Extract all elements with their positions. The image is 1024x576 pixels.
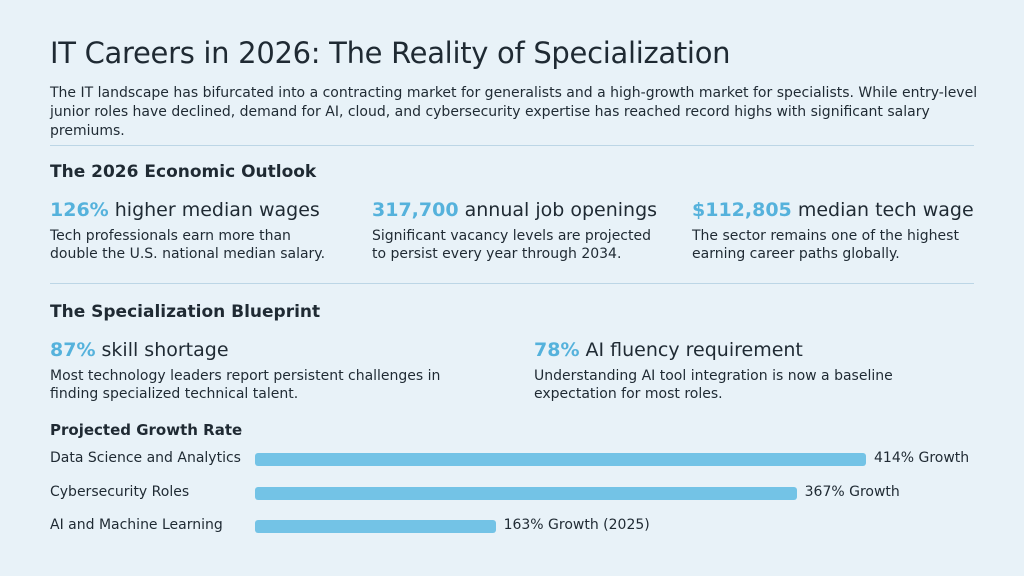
stat-headline: 317,700 annual job openings bbox=[372, 199, 657, 221]
stat-label: skill shortage bbox=[101, 339, 229, 361]
stat-headline: 87% skill shortage bbox=[50, 339, 229, 361]
stat-description: The sector remains one of the highest ea… bbox=[692, 228, 959, 262]
section-heading: The 2026 Economic Outlook bbox=[50, 162, 317, 182]
section-heading: The Specialization Blueprint bbox=[50, 302, 321, 322]
bar bbox=[255, 453, 866, 466]
chart-title: Projected Growth Rate bbox=[50, 421, 243, 439]
stat-figure: 126% bbox=[50, 199, 109, 221]
stat-description: Tech professionals earn more than double… bbox=[50, 228, 326, 262]
stat-headline: 126% higher median wages bbox=[50, 199, 320, 221]
value-label: 163% Growth (2025) bbox=[503, 517, 650, 533]
stat-figure: 87% bbox=[50, 339, 96, 361]
stat-label: AI fluency requirement bbox=[585, 339, 803, 361]
stat-headline: 78% AI fluency requirement bbox=[534, 339, 803, 361]
bar bbox=[255, 520, 496, 533]
intro: The IT landscape has bifurcated into a c… bbox=[50, 85, 978, 139]
stat-label: annual job openings bbox=[464, 199, 658, 221]
bar bbox=[255, 487, 797, 500]
stat-figure: 317,700 bbox=[372, 199, 459, 221]
divider bbox=[50, 283, 974, 284]
stat-label: median tech wage bbox=[797, 199, 974, 221]
value-label: 367% Growth bbox=[804, 484, 900, 500]
stat-label: higher median wages bbox=[114, 199, 320, 221]
stat-headline: $112,805 median tech wage bbox=[692, 199, 974, 221]
category-label: Cybersecurity Roles bbox=[50, 484, 190, 500]
stat-description: Significant vacancy levels are projected… bbox=[372, 228, 651, 262]
category-label: Data Science and Analytics bbox=[50, 450, 241, 466]
value-label: 414% Growth bbox=[874, 450, 970, 466]
divider bbox=[50, 145, 974, 146]
stat-figure: $112,805 bbox=[692, 199, 792, 221]
page-title: IT Careers in 2026: The Reality of Speci… bbox=[50, 36, 731, 70]
stat-description: Most technology leaders report persisten… bbox=[50, 368, 441, 402]
stat-description: Understanding AI tool integration is now… bbox=[534, 368, 893, 402]
stat-figure: 78% bbox=[534, 339, 580, 361]
category-label: AI and Machine Learning bbox=[50, 517, 223, 533]
